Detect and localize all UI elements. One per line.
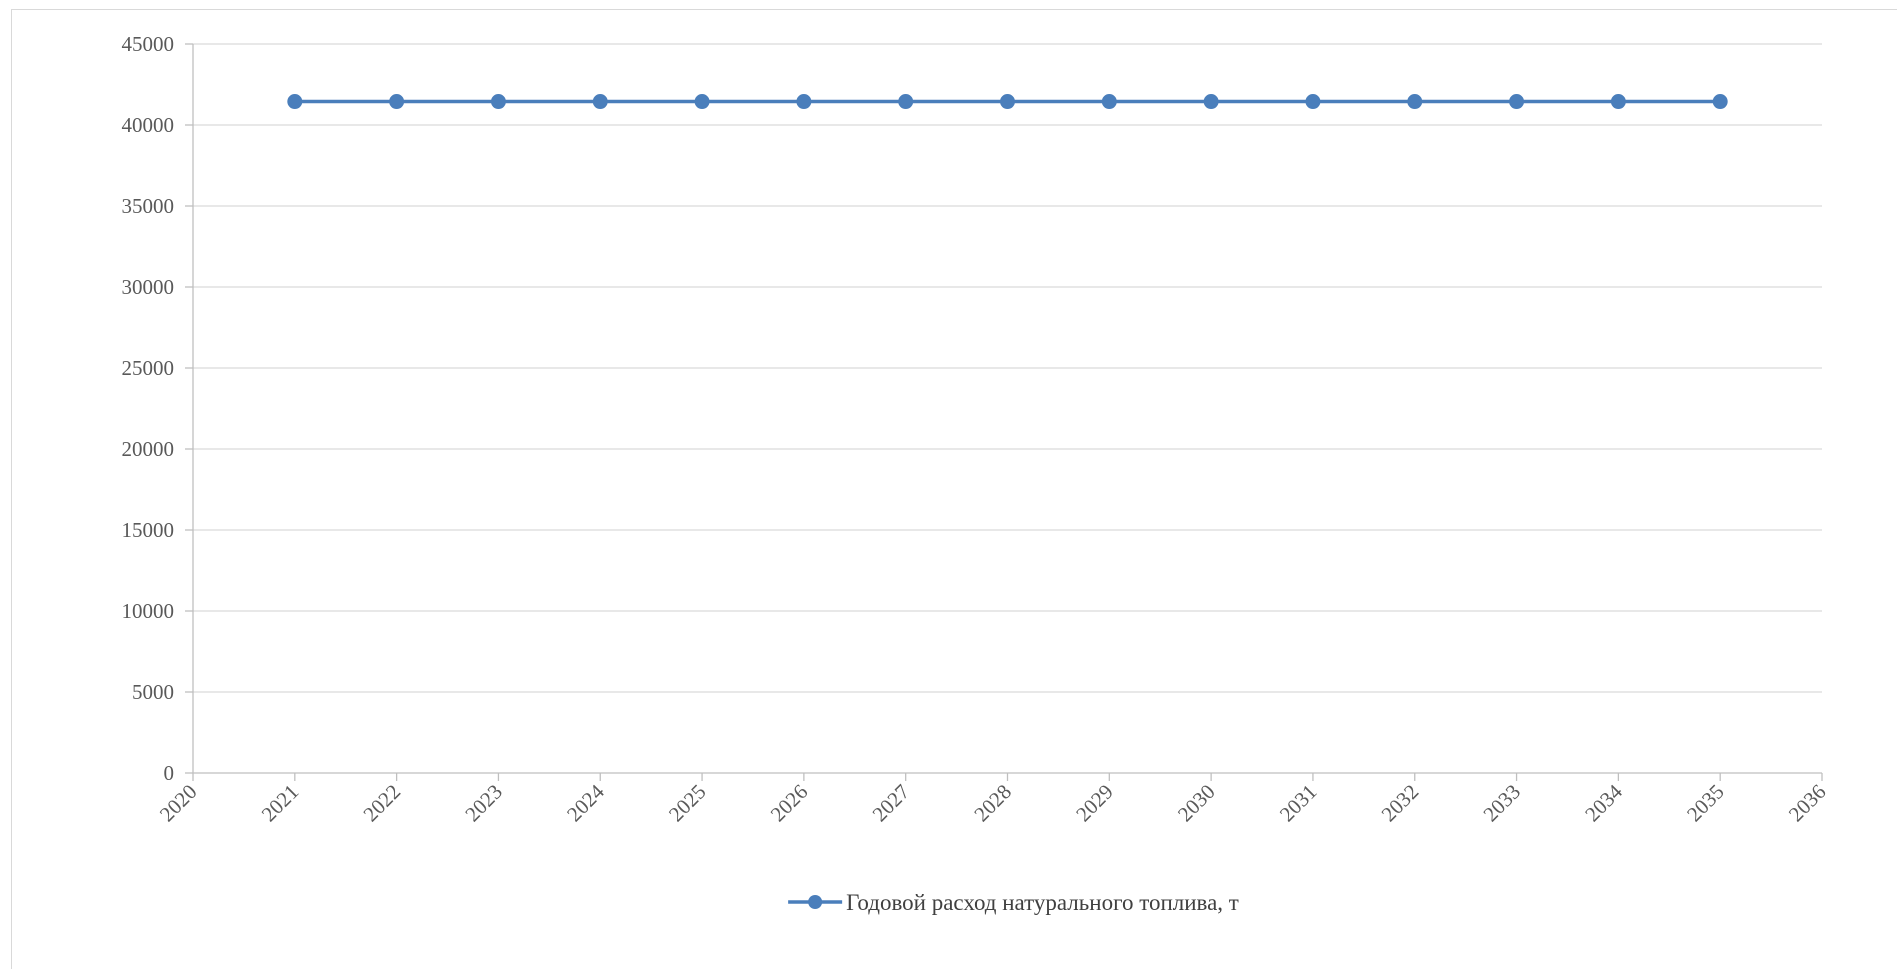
- data-point: [1101, 94, 1117, 110]
- y-tick-label: 40000: [122, 113, 175, 137]
- x-tick-label: 2032: [1377, 780, 1424, 827]
- legend[interactable]: Годовой расход натурального топлива, т: [788, 890, 1239, 915]
- y-tick-label: 5000: [132, 680, 174, 704]
- data-point: [1203, 94, 1219, 110]
- data-point: [1305, 94, 1321, 110]
- data-point: [898, 94, 914, 110]
- x-tick-label: 2031: [1275, 780, 1322, 827]
- data-point: [287, 94, 303, 110]
- grid-layer: [193, 43, 1822, 693]
- data-point: [1407, 94, 1423, 110]
- x-tick-label: 2027: [868, 780, 915, 827]
- axis-layer: 0 5000 10000 15000 20000 25000 30000 35000 40000…: [122, 32, 1831, 826]
- y-tick-label: 20000: [122, 437, 175, 461]
- chart-frame: [11, 9, 1897, 969]
- y-tick-label: 30000: [122, 275, 175, 299]
- x-tick-label: 2036: [1784, 780, 1831, 827]
- x-tick-label: 2028: [969, 780, 1016, 827]
- x-tick-label: 2025: [664, 780, 711, 827]
- y-tick-label: 45000: [122, 32, 175, 56]
- x-tick-label: 2020: [155, 780, 202, 827]
- data-point: [796, 94, 812, 110]
- data-point: [490, 94, 506, 110]
- data-point: [1610, 94, 1626, 110]
- y-tick-label: 15000: [122, 518, 175, 542]
- x-tick-label: 2022: [358, 780, 405, 827]
- legend-marker-swatch: [808, 895, 823, 909]
- x-tick-label: 2030: [1173, 780, 1220, 827]
- y-tick-label: 35000: [122, 194, 175, 218]
- x-tick-label: 2026: [766, 780, 813, 827]
- legend-label: Годовой расход натурального топлива, т: [846, 890, 1239, 915]
- x-tick-label: 2021: [257, 780, 304, 827]
- x-tick-label: 2034: [1580, 779, 1627, 826]
- x-tick-label: 2035: [1682, 780, 1729, 827]
- x-tick-label: 2024: [562, 779, 609, 826]
- data-point: [389, 94, 405, 110]
- data-point: [592, 94, 608, 110]
- y-tick-label: 0: [164, 761, 175, 785]
- data-point: [694, 94, 710, 110]
- y-tick-label: 25000: [122, 356, 175, 380]
- x-tick-label: 2029: [1071, 780, 1118, 827]
- x-tick-label: 2023: [460, 780, 507, 827]
- y-tick-label: 10000: [122, 599, 175, 623]
- data-point: [1000, 94, 1015, 110]
- data-point: [1712, 94, 1728, 110]
- series-layer: [287, 94, 1728, 110]
- x-tick-label: 2033: [1478, 780, 1525, 827]
- data-point: [1509, 94, 1525, 110]
